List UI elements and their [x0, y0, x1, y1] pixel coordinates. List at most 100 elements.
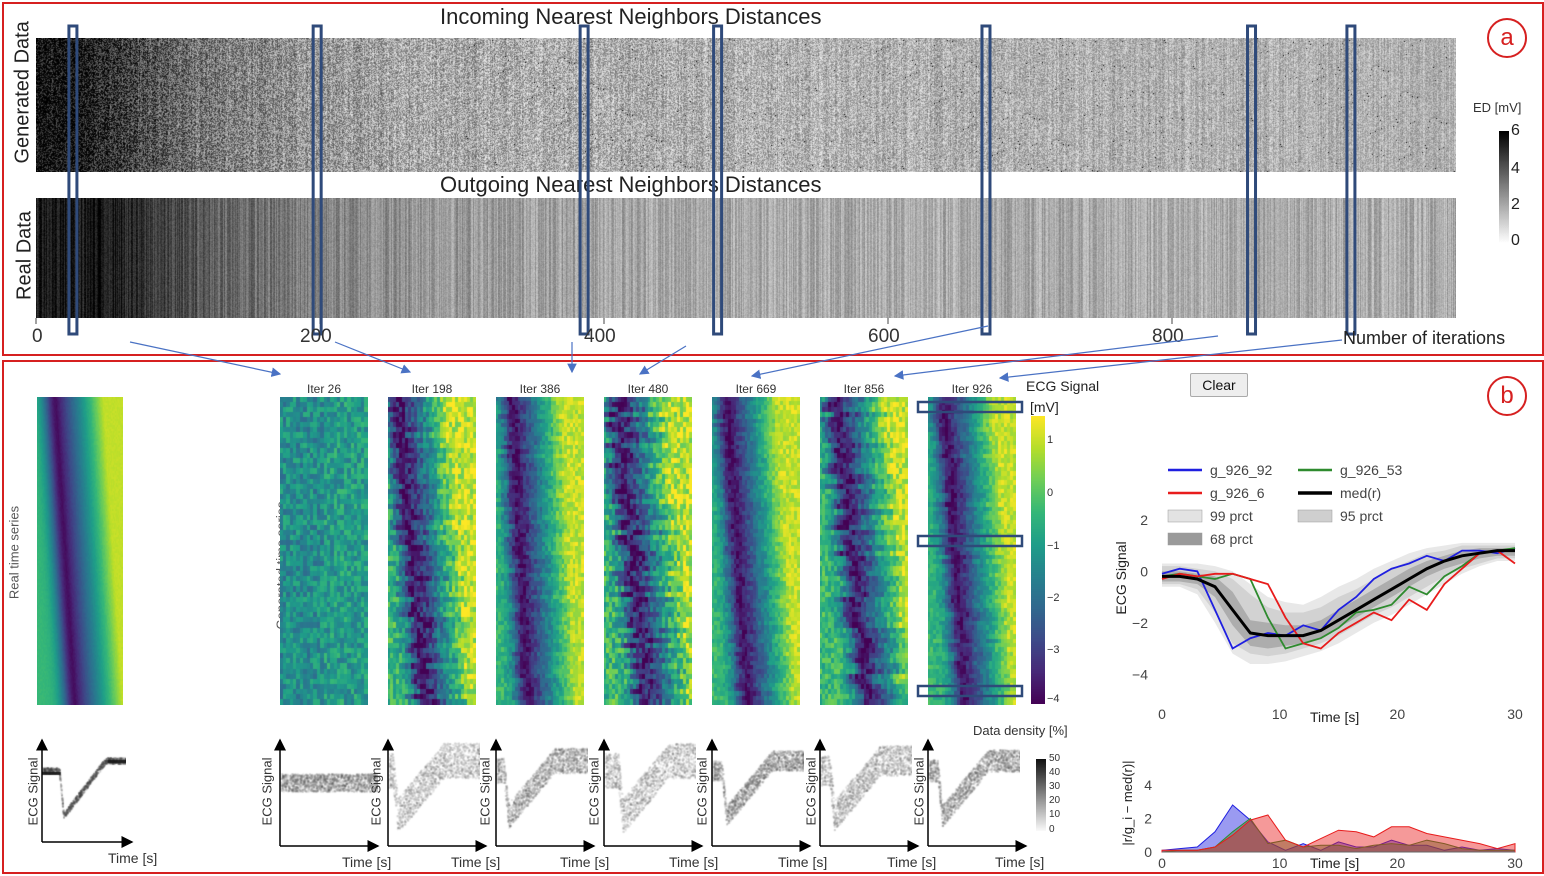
- ed-tick-4: 4: [1511, 160, 1520, 177]
- line-y-tick-2: 2: [1140, 512, 1148, 528]
- connector-arrow-4: [750, 325, 989, 379]
- ed-colorbar: [1499, 131, 1509, 243]
- ed-tick-2: 2: [1511, 196, 1520, 213]
- ecg-colorbar-title-line2: [mV]: [1030, 399, 1059, 415]
- line-series-med(r): [1162, 549, 1515, 638]
- legend-label-g_926_53: g_926_53: [1340, 462, 1403, 478]
- dens-xlabel-1: Time [s]: [451, 854, 501, 870]
- area-xlabel: Time [s]: [1310, 855, 1359, 871]
- area-x-tick-0: 0: [1158, 855, 1166, 871]
- generated-heatmap-iter-198: [388, 397, 476, 705]
- panel-a-frame: [2, 2, 1544, 356]
- connector-arrow-3: [638, 345, 687, 375]
- ecg-tick-m3: −3: [1047, 644, 1060, 656]
- area-y-tick-2: 2: [1144, 810, 1152, 826]
- dens-xlabel-2: Time [s]: [560, 854, 610, 870]
- area-x-tick-30: 30: [1507, 855, 1523, 871]
- iter-label-669: Iter 669: [735, 382, 777, 396]
- iter-label-386: Iter 386: [519, 382, 561, 396]
- area-x-tick-10: 10: [1272, 855, 1288, 871]
- area-series-g_926_6: [1161, 814, 1516, 853]
- density-colorbar-title: Data density [%]: [973, 723, 1068, 738]
- density-tick-20: 20: [1049, 795, 1061, 806]
- generated-heatmap-iter-926: [928, 397, 1016, 705]
- area-ylabel: |r/g_i − med(r)|: [1120, 760, 1135, 845]
- ecg-tick-1: 1: [1047, 434, 1054, 446]
- legend-label-68-prct: 68 prct: [1210, 531, 1253, 547]
- incoming-distances-heatmap: [36, 38, 1456, 172]
- legend-swatch-95-prct: [1297, 509, 1333, 523]
- legend-label-99-prct: 99 prct: [1210, 508, 1253, 524]
- x-tick-600: 600: [868, 326, 900, 347]
- ed-tick-6: 6: [1511, 122, 1520, 139]
- density-plot-iter-386: [496, 740, 588, 840]
- line-xlabel: Time [s]: [1310, 709, 1359, 725]
- line-ylabel: ECG Signal: [1113, 541, 1129, 614]
- ed-tick-0: 0: [1511, 232, 1520, 249]
- density-plot-iter-669: [712, 740, 804, 840]
- density-tick-50: 50: [1049, 753, 1061, 764]
- ed-colorbar-title: ED [mV]: [1473, 100, 1522, 115]
- highlight-box-iter-198: [311, 24, 323, 336]
- density-tick-0: 0: [1049, 824, 1055, 835]
- legend-label-g_926_92: g_926_92: [1210, 462, 1273, 478]
- iter-label-26: Iter 26: [306, 382, 342, 396]
- legend-swatch-68-prct: [1167, 532, 1203, 546]
- legend-label-med(r): med(r): [1340, 485, 1381, 501]
- connector-arrow-6: [998, 339, 1343, 382]
- density-plot-iter-856: [820, 740, 912, 840]
- row-highlight-box-1: [916, 534, 1024, 548]
- line-series-g_926_92: [1161, 547, 1516, 650]
- generated-heatmap-iter-480: [604, 397, 692, 705]
- outgoing-distances-heatmap: [36, 198, 1456, 318]
- panel-a-overlay: [35, 24, 1357, 336]
- line-series-g_926_6: [1161, 549, 1516, 650]
- density-plot-iter-198: [388, 740, 480, 840]
- ecg-tick-m2: −2: [1047, 592, 1060, 604]
- ecg-tick-m4: −4: [1047, 693, 1060, 705]
- ecg-tick-m1: −1: [1047, 540, 1060, 552]
- highlight-box-iter-856: [1246, 24, 1258, 336]
- line-y-tick--4: −4: [1132, 666, 1148, 682]
- connector-arrow-5: [893, 335, 1219, 380]
- band-68-prct: [1162, 548, 1515, 649]
- ecg-colorbar: [1031, 416, 1045, 704]
- connector-arrow-0: [129, 341, 282, 377]
- legend-label-g_926_6: g_926_6: [1210, 485, 1265, 501]
- highlight-box-iter-926: [1345, 24, 1357, 336]
- legend-label-95-prct: 95 prct: [1340, 508, 1383, 524]
- panel-b-frame: [2, 360, 1544, 874]
- ecg-tick-0: 0: [1047, 487, 1054, 499]
- generated-heatmap-iter-856: [820, 397, 908, 705]
- line-x-tick-10: 10: [1272, 706, 1288, 722]
- generated-heatmap-iter-669: [712, 397, 800, 705]
- density-plot-real: [42, 740, 126, 840]
- density-tick-10: 10: [1049, 809, 1061, 820]
- iter-label-198: Iter 198: [411, 382, 453, 396]
- area-x-tick-20: 20: [1390, 855, 1406, 871]
- dens-xlabel-4: Time [s]: [778, 854, 828, 870]
- real-series-heatmap: [37, 397, 123, 705]
- line-y-tick--2: −2: [1132, 615, 1148, 631]
- density-tick-40: 40: [1049, 767, 1061, 778]
- dens-xlabel-real: Time [s]: [108, 850, 158, 866]
- highlight-box-iter-26: [67, 24, 79, 336]
- area-y-tick-0: 0: [1144, 844, 1152, 860]
- line-x-tick-30: 30: [1507, 706, 1523, 722]
- highlight-box-iter-386: [578, 24, 590, 336]
- iter-label-480: Iter 480: [627, 382, 669, 396]
- row-highlight-box-0: [916, 400, 1024, 414]
- line-x-tick-0: 0: [1158, 706, 1166, 722]
- density-plot-iter-926: [928, 740, 1020, 840]
- dens-xlabel-6: Time [s]: [995, 854, 1045, 870]
- xlabel-iterations: Number of iterations: [1343, 328, 1506, 348]
- clear-button[interactable]: Clear: [1190, 373, 1248, 397]
- density-tick-30: 30: [1049, 781, 1061, 792]
- outgoing-title: Outgoing Nearest Neighbors Distances: [440, 172, 822, 197]
- density-plot-iter-480: [604, 740, 696, 840]
- x-tick-400: 400: [584, 326, 616, 347]
- x-tick-200: 200: [300, 326, 332, 347]
- panel-b-badge: b: [1487, 376, 1527, 416]
- dens-xlabel-0: Time [s]: [342, 854, 392, 870]
